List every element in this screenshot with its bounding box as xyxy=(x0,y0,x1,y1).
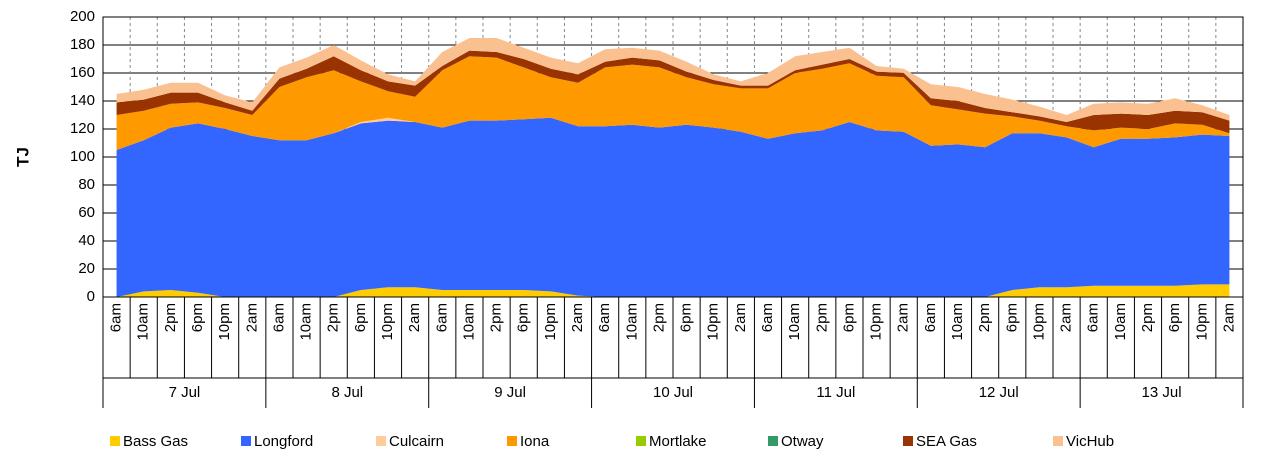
legend-label: Culcairn xyxy=(389,433,444,450)
x-group-label: 13 Jul xyxy=(1142,384,1182,401)
x-tick-label: 6am xyxy=(922,303,939,332)
x-tick-label: 10am xyxy=(298,303,315,341)
x-group-label: 7 Jul xyxy=(169,384,201,401)
legend-swatch xyxy=(507,436,517,446)
legend-swatch xyxy=(768,436,778,446)
x-tick-label: 10am xyxy=(1112,303,1129,341)
x-tick-label: 6am xyxy=(1085,303,1102,332)
x-tick-label: 10pm xyxy=(1030,303,1047,341)
y-tick-label: 60 xyxy=(78,204,95,221)
x-tick-label: 2pm xyxy=(162,303,179,332)
x-tick-label: 2am xyxy=(732,303,749,332)
x-tick-label: 6pm xyxy=(352,303,369,332)
x-tick-label: 2am xyxy=(569,303,586,332)
y-tick-label: 0 xyxy=(87,288,95,305)
x-tick-label: 2am xyxy=(406,303,423,332)
x-tick-label: 10am xyxy=(786,303,803,341)
x-tick-label: 6pm xyxy=(1166,303,1183,332)
x-tick-label: 10pm xyxy=(705,303,722,341)
x-tick-label: 6pm xyxy=(1003,303,1020,332)
x-tick-label: 10am xyxy=(135,303,152,341)
x-tick-label: 10am xyxy=(460,303,477,341)
legend-swatch xyxy=(110,436,120,446)
x-tick-label: 6pm xyxy=(515,303,532,332)
x-tick-label: 2pm xyxy=(325,303,342,332)
x-tick-label: 2pm xyxy=(813,303,830,332)
area xyxy=(116,50,1230,134)
x-tick-label: 2pm xyxy=(1139,303,1156,332)
x-tick-label: 2am xyxy=(895,303,912,332)
y-tick-label: 140 xyxy=(70,92,95,109)
x-tick-label: 2pm xyxy=(488,303,505,332)
legend-swatch xyxy=(1053,436,1063,446)
x-tick-label: 10pm xyxy=(216,303,233,341)
x-tick-label: 10pm xyxy=(542,303,559,341)
legend-label: SEA Gas xyxy=(916,433,977,450)
x-tick-label: 6pm xyxy=(678,303,695,332)
legend-swatch xyxy=(903,436,913,446)
x-tick-label: 2am xyxy=(243,303,260,332)
y-tick-label: 120 xyxy=(70,120,95,137)
x-group-label: 10 Jul xyxy=(653,384,693,401)
x-tick-label: 6pm xyxy=(189,303,206,332)
y-tick-label: 200 xyxy=(70,8,95,25)
x-tick-label: 2pm xyxy=(650,303,667,332)
x-group-label: 11 Jul xyxy=(816,384,855,401)
legend-label: Longford xyxy=(254,433,313,450)
x-tick-label: 10am xyxy=(949,303,966,341)
area xyxy=(116,38,1230,122)
x-tick-label: 2pm xyxy=(976,303,993,332)
y-tick-label: 80 xyxy=(78,176,95,193)
x-tick-label: 10pm xyxy=(379,303,396,341)
area xyxy=(116,117,1230,297)
x-tick-label: 6pm xyxy=(840,303,857,332)
area xyxy=(116,284,1230,297)
legend-label: VicHub xyxy=(1066,433,1114,450)
x-group-label: 12 Jul xyxy=(979,384,1019,401)
legend-label: Otway xyxy=(781,433,824,450)
x-tick-label: 2am xyxy=(1220,303,1237,332)
legend-label: Bass Gas xyxy=(123,433,188,450)
x-tick-label: 6am xyxy=(596,303,613,332)
legend-swatch xyxy=(241,436,251,446)
x-group-label: 8 Jul xyxy=(331,384,363,401)
x-tick-label: 10pm xyxy=(868,303,885,341)
x-tick-label: 6am xyxy=(433,303,450,332)
x-tick-label: 6am xyxy=(270,303,287,332)
y-tick-label: 100 xyxy=(70,148,95,165)
x-tick-label: 6am xyxy=(759,303,776,332)
y-tick-label: 160 xyxy=(70,64,95,81)
area xyxy=(116,56,1230,151)
y-tick-label: 40 xyxy=(78,232,95,249)
x-tick-label: 10am xyxy=(623,303,640,341)
x-group-label: 9 Jul xyxy=(494,384,526,401)
legend-swatch xyxy=(376,436,386,446)
y-tick-label: 20 xyxy=(78,260,95,277)
y-axis-label: TJ xyxy=(13,147,32,167)
x-tick-label: 2am xyxy=(1058,303,1075,332)
legend-swatch xyxy=(636,436,646,446)
y-tick-label: 180 xyxy=(70,36,95,53)
legend-label: Iona xyxy=(520,433,550,450)
legend-label: Mortlake xyxy=(649,433,707,450)
x-tick-label: 10pm xyxy=(1193,303,1210,341)
x-tick-label: 6am xyxy=(108,303,125,332)
